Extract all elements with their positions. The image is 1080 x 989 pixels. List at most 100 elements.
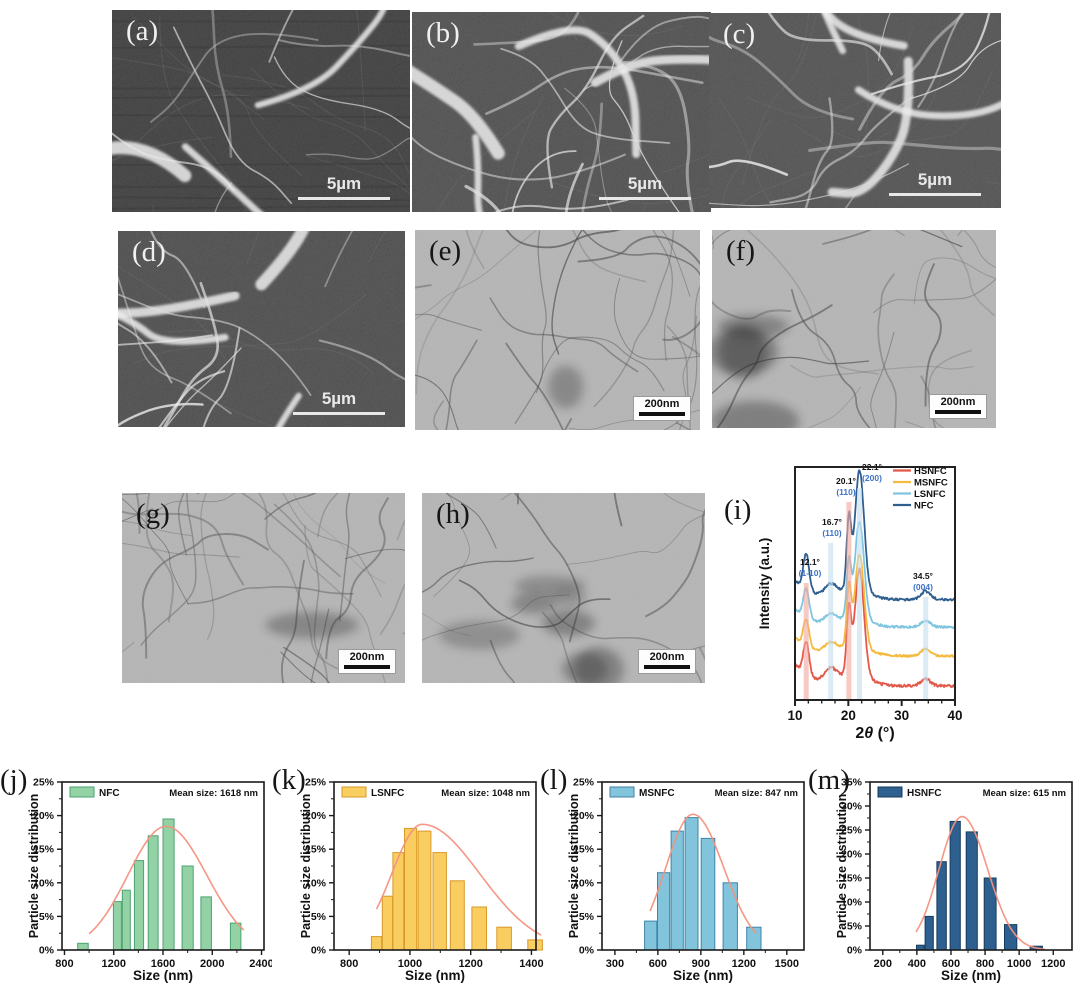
y-tick-label: 10% xyxy=(33,877,55,889)
panel-c-sem-image: (c) 5µm xyxy=(709,13,1001,208)
y-tick-label: 0% xyxy=(311,945,327,957)
y-tick-label: 25% xyxy=(305,777,327,789)
scale-bar-text: 200nm xyxy=(940,395,976,408)
tspan-shape: (°) xyxy=(873,725,895,742)
xrd-curve-HSNFC xyxy=(794,567,956,689)
histogram-bar xyxy=(965,831,978,951)
x-tick-label: 600 xyxy=(649,958,667,970)
xrd-peak-plane-label: (1-10) xyxy=(799,568,822,578)
scale-bar-line xyxy=(644,665,690,669)
y-tick-label: 0% xyxy=(39,945,55,957)
legend-label: MSNFC xyxy=(914,478,948,489)
scale-bar-text: 200nm xyxy=(644,397,680,410)
xrd-peak-angle-label: 16.7° xyxy=(822,517,843,527)
x-tick-label: 200 xyxy=(874,958,892,970)
x-axis-label: Size (nm) xyxy=(941,968,1001,983)
legend-label: NFC xyxy=(914,501,934,512)
tspan-shape: θ xyxy=(864,725,873,742)
sem-micrograph-texture xyxy=(412,12,711,212)
x-tick-label: 1600 xyxy=(151,958,175,970)
histogram-bar xyxy=(112,901,122,951)
histogram-bar xyxy=(722,882,738,951)
histogram-bar xyxy=(417,830,432,951)
y-tick-label: 0% xyxy=(579,945,595,957)
mean-size-label: Mean size: 1618 nm xyxy=(169,788,258,799)
panel-f-scale-bar: 200nm xyxy=(929,393,987,419)
histogram-plot-msnfc: 300 600 900 1200 1500 0% 5% 10% 15% 20% 25% Size (n… xyxy=(567,777,805,983)
scale-bar-text: 5µm xyxy=(917,170,953,189)
xrd-peak-angle-label: 12.1° xyxy=(800,557,821,567)
tspan-shape: 2 xyxy=(855,725,864,742)
xrd-x-tick-label: 20 xyxy=(841,708,856,723)
x-tick-label: 900 xyxy=(692,958,710,970)
y-tick-label: 5% xyxy=(39,911,55,923)
panel-e-scale-bar: 200nm xyxy=(633,395,691,421)
y-tick-label: 25% xyxy=(33,777,55,789)
y-tick-label: 25% xyxy=(573,777,595,789)
y-tick-label: 5% xyxy=(579,911,595,923)
histogram-bar xyxy=(936,861,947,951)
xrd-highlight-band xyxy=(828,543,834,700)
xrd-highlight-band xyxy=(803,583,809,700)
panel-j-histogram-nfc: (j) 800 1200 1600 2000 2400 0% 5% 10% 15% 20% 25% S… xyxy=(0,764,274,989)
histogram-bar xyxy=(133,860,145,951)
histogram-bar xyxy=(670,830,684,951)
xrd-highlight-band xyxy=(846,502,852,700)
y-tick-label: 25% xyxy=(841,825,863,837)
histogram-bar xyxy=(471,906,487,951)
panel-m-label: (m) xyxy=(808,764,850,796)
y-tick-label: 35% xyxy=(841,777,863,789)
panel-f-tem-image: (f) 200nm xyxy=(712,230,996,428)
y-axis-label: Particle size distribution xyxy=(567,794,581,938)
legend-label: LSNFC xyxy=(371,788,404,799)
panel-e-label: (e) xyxy=(429,235,462,267)
y-tick-label: 15% xyxy=(33,844,55,856)
histogram-bar xyxy=(121,889,131,951)
panel-a-scale-bar: 5µm xyxy=(298,174,390,200)
scale-bar-line xyxy=(298,197,390,200)
xrd-curve-LSNFC xyxy=(794,521,956,630)
scale-bar-line xyxy=(599,197,691,200)
y-tick-label: 20% xyxy=(305,810,327,822)
y-tick-label: 5% xyxy=(847,921,863,933)
panel-b-scale-bar: 5µm xyxy=(599,174,691,200)
histogram-bar xyxy=(229,922,242,951)
y-axis-label: Particle size distribution xyxy=(835,794,849,938)
xrd-highlight-band xyxy=(857,488,862,700)
xrd-plot: 12.1°(1-10)16.7°(110)20.1°(110)22.1°(200… xyxy=(757,462,963,742)
histogram-bar xyxy=(181,865,194,951)
x-tick-label: 1200 xyxy=(458,958,482,970)
y-tick-label: 15% xyxy=(841,873,863,885)
x-tick-label: 1200 xyxy=(732,958,756,970)
panel-a-sem-image: (a) 5µm xyxy=(112,10,410,212)
histogram-bar xyxy=(449,880,465,951)
panel-a-label: (a) xyxy=(126,15,159,47)
scale-bar-text: 200nm xyxy=(649,650,685,663)
noise-texture xyxy=(709,13,1001,208)
panel-e-tem-image: (e) 200nm xyxy=(415,230,700,430)
xrd-peak-plane-label: (004) xyxy=(913,582,933,592)
y-axis-label: Particle size distribution xyxy=(27,794,41,938)
xrd-y-axis-label: Intensity (a.u.) xyxy=(757,538,772,630)
panel-b-label: (b) xyxy=(426,17,460,49)
y-tick-label: 20% xyxy=(573,810,595,822)
panel-l-histogram-msnfc: (l) 300 600 900 1200 1500 0% 5% 10% 15% 20% 25% Siz… xyxy=(540,764,812,989)
histogram-bar xyxy=(924,915,934,951)
x-tick-label: 1000 xyxy=(1007,958,1031,970)
xrd-curve-MSNFC xyxy=(794,554,956,658)
legend-label: HSNFC xyxy=(914,466,947,477)
scale-bar-line xyxy=(293,412,385,415)
panel-i-label: (i) xyxy=(724,494,752,526)
x-tick-label: 1500 xyxy=(775,958,799,970)
scale-bar-line xyxy=(639,412,685,416)
histogram-bar xyxy=(147,835,159,951)
histogram-bar xyxy=(200,896,212,951)
noise-texture xyxy=(112,10,410,212)
panel-g-tem-image: (g) 200nm xyxy=(122,493,405,683)
sem-micrograph-texture xyxy=(709,13,1001,208)
legend-label: HSNFC xyxy=(907,788,941,799)
scale-bar-line xyxy=(935,410,981,414)
x-tick-label: 300 xyxy=(606,958,624,970)
panel-h-tem-image: (h) 200nm xyxy=(422,493,705,683)
legend-swatch xyxy=(877,786,903,798)
